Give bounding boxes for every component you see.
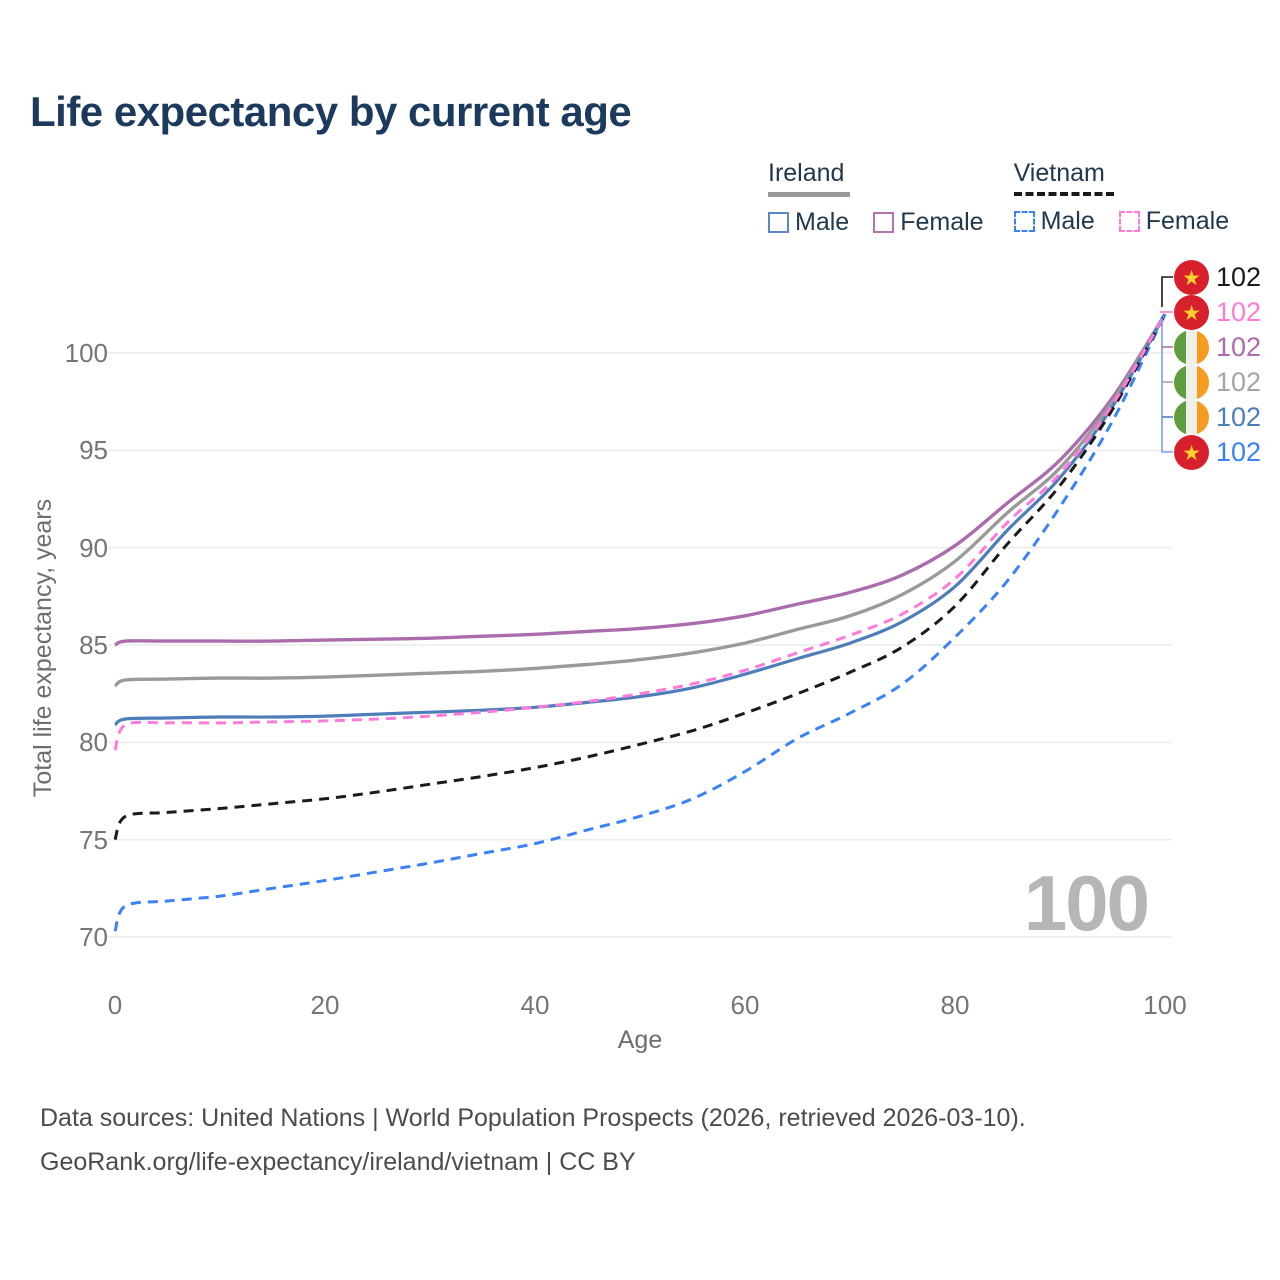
legend-country-vietnam[interactable]: Vietnam [1013, 159, 1105, 187]
page-title: Life expectancy by current age [30, 88, 632, 135]
x-tick-label: 40 [520, 990, 550, 1020]
legend-line-sample-ireland [768, 192, 850, 197]
legend-item-label: Male [1040, 207, 1095, 235]
vietnam-flag-icon: ★ [1174, 294, 1209, 330]
ireland-flag-icon [1174, 364, 1209, 400]
label-connector [1161, 276, 1173, 307]
legend-item-vietnam-female[interactable]: Female [1118, 207, 1230, 236]
end-label-vietnam-male: ★ 102 [1174, 434, 1262, 470]
footer-attribution: GeoRank.org/life-expectancy/ireland/viet… [40, 1148, 636, 1176]
end-value-label: 102 [1216, 296, 1262, 327]
y-axis-title: Total life expectancy, years [29, 498, 57, 798]
series-line-vietnam-male [113, 313, 1167, 932]
legend-item-label: Male [795, 208, 850, 236]
series-line-ireland-both [113, 313, 1167, 688]
legend-group-ireland: Ireland Male Female [768, 160, 984, 237]
x-axis-title: Age [617, 1026, 663, 1054]
legend-item-ireland-male[interactable]: Male [768, 208, 849, 237]
age-watermark: 100 [1023, 859, 1150, 947]
end-value-label: 102 [1216, 261, 1262, 292]
end-value-label: 102 [1216, 331, 1262, 362]
legend-checkbox-ireland-male[interactable] [768, 212, 789, 233]
legend-country-ireland[interactable]: Ireland [768, 159, 845, 187]
legend-group-vietnam: Vietnam Male Female [1013, 159, 1230, 237]
y-tick-label: 70 [79, 922, 108, 952]
legend-checkbox-vietnam-male[interactable] [1013, 211, 1035, 232]
legend-checkbox-ireland-female[interactable] [873, 212, 895, 233]
footer-data-sources: Data sources: United Nations | World Pop… [40, 1104, 1026, 1132]
series-line-ireland-female [114, 313, 1167, 647]
legend-line-sample-vietnam [1013, 192, 1114, 196]
series-line-ireland-male [113, 313, 1167, 727]
end-value-label: 102 [1216, 436, 1262, 467]
footer: Data sources: United Nations | World Pop… [40, 1104, 1026, 1192]
end-label-ireland-male: 102 [1174, 399, 1262, 435]
legend-item-label: Female [900, 208, 984, 236]
legend-item-vietnam-male[interactable]: Male [1013, 207, 1095, 236]
series-line-vietnam-female [113, 313, 1167, 751]
y-tick-label: 90 [79, 532, 108, 563]
y-tick-label: 75 [79, 824, 108, 855]
end-label-ireland-female: 102 [1174, 329, 1262, 365]
end-value-label: 102 [1216, 401, 1262, 432]
y-tick-label: 100 [64, 338, 108, 368]
end-value-label: 102 [1216, 366, 1262, 397]
end-label-vietnam-both: ★ 102 [1174, 259, 1262, 295]
legend-item-label: Female [1145, 207, 1230, 235]
ireland-flag-icon [1174, 329, 1209, 365]
end-label-vietnam-female: ★ 102 [1174, 294, 1262, 330]
x-tick-label: 80 [940, 990, 970, 1020]
series-line-vietnam-both [113, 313, 1167, 841]
vietnam-flag-icon: ★ [1174, 259, 1209, 295]
svg-text:★: ★ [1182, 441, 1201, 465]
label-connector [1161, 318, 1173, 453]
ireland-flag-icon [1174, 399, 1209, 435]
x-tick-label: 100 [1143, 990, 1187, 1020]
vietnam-flag-icon: ★ [1174, 434, 1209, 470]
legend-checkbox-vietnam-female[interactable] [1118, 211, 1140, 232]
y-tick-label: 80 [79, 727, 108, 758]
svg-text:★: ★ [1182, 266, 1201, 290]
y-tick-label: 85 [79, 630, 108, 660]
end-label-ireland-both: 102 [1174, 364, 1262, 400]
legend-item-ireland-female[interactable]: Female [873, 208, 984, 237]
y-tick-label: 95 [79, 435, 108, 466]
x-tick-label: 60 [730, 990, 760, 1020]
svg-text:★: ★ [1182, 301, 1201, 325]
legend: Ireland Male Female Vietnam Male Female [768, 160, 1229, 237]
x-tick-label: 20 [310, 990, 340, 1020]
x-tick-label: 0 [107, 990, 123, 1020]
